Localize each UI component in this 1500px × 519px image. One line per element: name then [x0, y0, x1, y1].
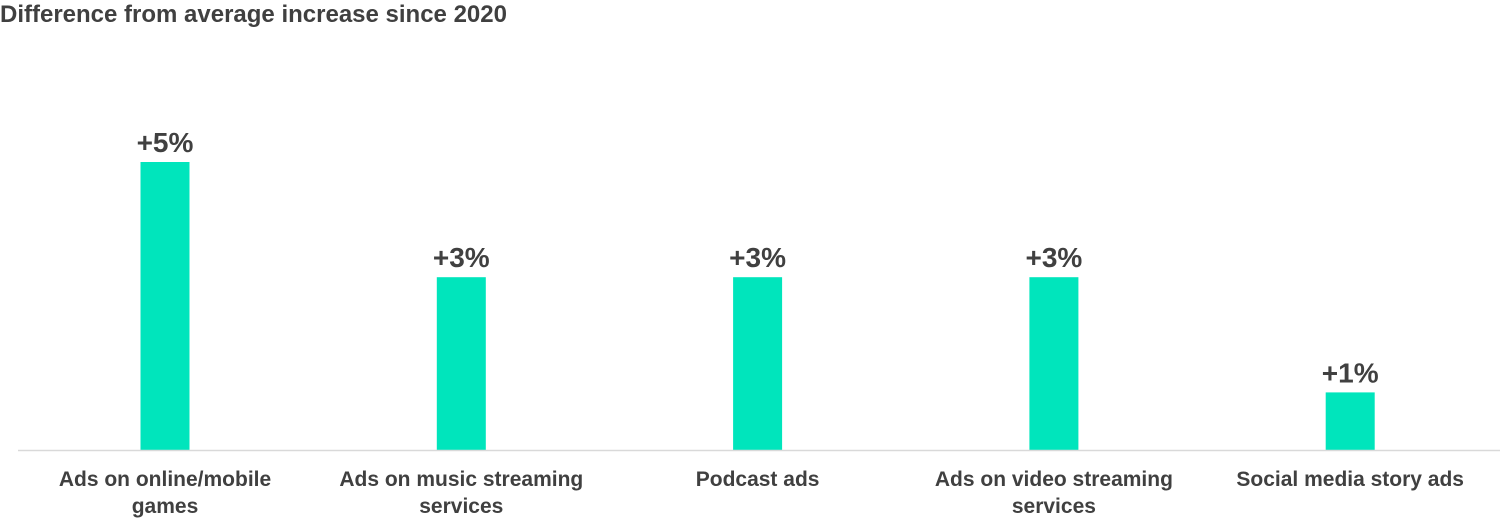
chart-title: Difference from average increase since 2…: [0, 1, 507, 28]
bar: [436, 277, 486, 450]
data-label: +3%: [433, 242, 490, 273]
category-label: Social media story ads: [1236, 468, 1464, 491]
category-label: services: [419, 495, 503, 518]
bar: [1325, 392, 1375, 450]
category-label: Ads on online/mobile: [59, 468, 271, 491]
category-label: Podcast ads: [696, 468, 820, 491]
category-label: Ads on music streaming: [339, 468, 583, 491]
category-label: Ads on video streaming: [935, 468, 1173, 491]
data-label: +3%: [729, 242, 786, 273]
category-label: games: [132, 495, 199, 518]
bar: [733, 277, 783, 450]
bar: [140, 162, 190, 450]
data-label: +1%: [1322, 357, 1379, 388]
data-label: +5%: [137, 127, 194, 158]
bar: [1029, 277, 1079, 450]
category-label: services: [1012, 495, 1096, 518]
data-label: +3%: [1025, 242, 1082, 273]
